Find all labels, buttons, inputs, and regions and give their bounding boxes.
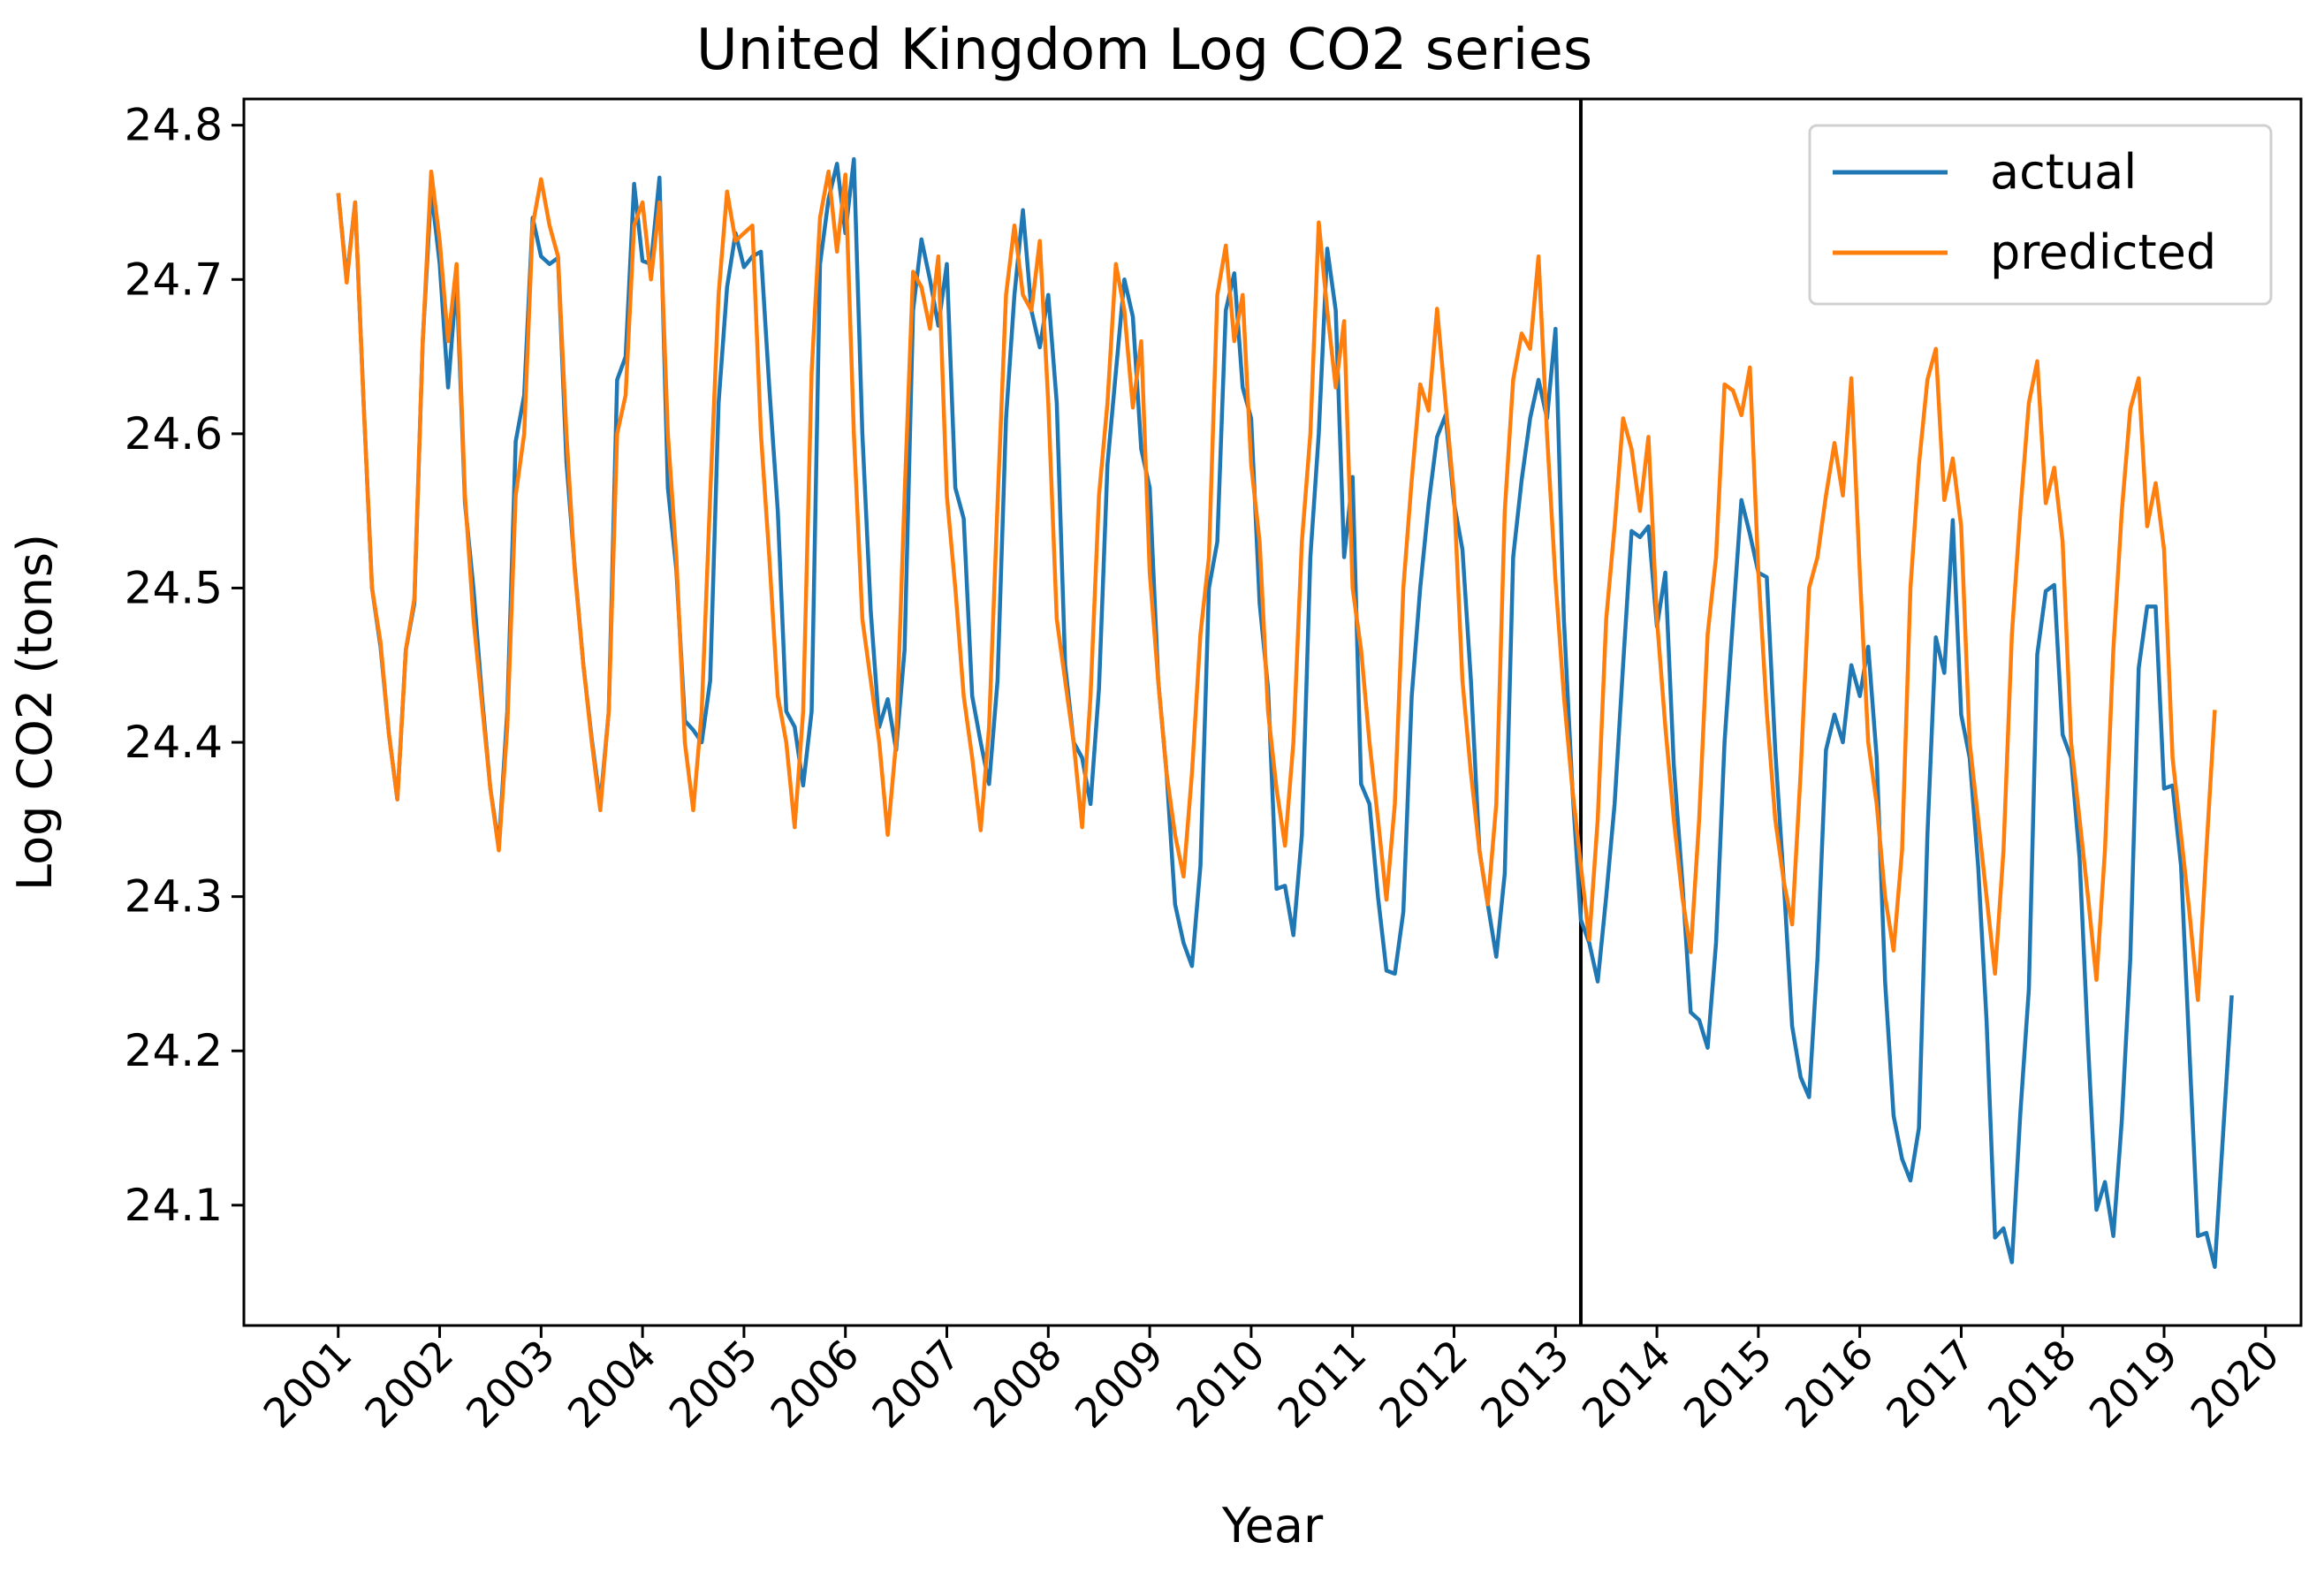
y-axis: 24.1 24.2 24.3 24.4 24.5 24.6 24.7 24.8	[125, 100, 244, 1231]
x-axis-label: Year	[1221, 1498, 1324, 1553]
chart-title: United Kingdom Log CO2 series	[696, 18, 1592, 83]
y-tick-label: 24.1	[125, 1180, 223, 1231]
y-tick-label: 24.4	[125, 717, 223, 768]
x-tick-label: 2019	[2080, 1331, 2187, 1438]
y-axis-label: Log CO2 (tons)	[7, 534, 63, 891]
y-tick-label: 24.5	[125, 562, 223, 613]
x-tick-label: 2014	[1573, 1331, 1680, 1438]
legend: actual predicted	[1808, 124, 2273, 306]
x-tick-label: 2010	[1167, 1331, 1274, 1438]
y-tick-label: 24.2	[125, 1025, 223, 1076]
x-tick-label: 2008	[964, 1331, 1071, 1438]
series-line-predicted	[336, 169, 2217, 1002]
x-tick-label: 2012	[1370, 1331, 1477, 1438]
x-tick-label: 2007	[862, 1331, 969, 1438]
x-axis: 2001200220032004200520062007200820092010…	[254, 1326, 2289, 1438]
x-tick-label: 2015	[1675, 1331, 1781, 1438]
x-tick-label: 2018	[1978, 1331, 2085, 1438]
x-tick-label: 2004	[558, 1331, 665, 1438]
x-tick-label: 2009	[1066, 1331, 1173, 1438]
x-tick-label: 2003	[457, 1331, 564, 1438]
x-tick-label: 2006	[762, 1331, 869, 1438]
x-tick-label: 2013	[1471, 1331, 1578, 1438]
y-tick-label: 24.3	[125, 871, 223, 923]
x-tick-label: 2002	[355, 1331, 462, 1438]
x-tick-label: 2011	[1268, 1331, 1375, 1438]
x-tick-label: 2020	[2182, 1331, 2289, 1438]
x-tick-label: 2005	[660, 1331, 767, 1438]
x-tick-label: 2017	[1877, 1331, 1984, 1438]
y-tick-label: 24.6	[125, 408, 223, 460]
plot-frame	[242, 97, 2303, 1327]
y-tick-label: 24.7	[125, 254, 223, 305]
series-layer	[336, 156, 2234, 1269]
y-tick-label: 24.8	[125, 100, 223, 151]
legend-label-predicted: predicted	[1990, 224, 2216, 280]
x-tick-label: 2016	[1775, 1331, 1882, 1438]
x-tick-label: 2001	[254, 1331, 361, 1438]
series-line-actual	[336, 156, 2234, 1269]
legend-label-actual: actual	[1990, 144, 2137, 200]
